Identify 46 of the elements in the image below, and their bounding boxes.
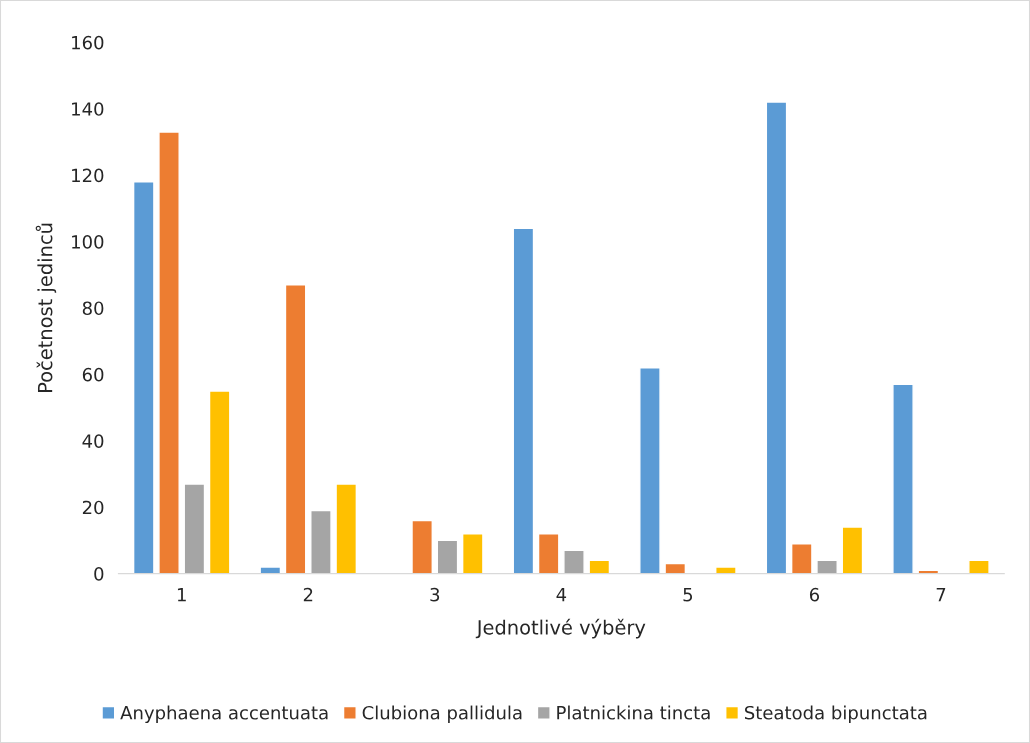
y-tick-label: 20 xyxy=(82,500,104,515)
bar xyxy=(968,559,990,574)
bar xyxy=(841,526,864,574)
bar xyxy=(132,181,155,574)
bar xyxy=(790,543,813,574)
bar xyxy=(588,559,611,574)
y-tick-label: 0 xyxy=(94,567,104,581)
bar xyxy=(158,131,180,574)
y-axis-title: Početnost jedinců xyxy=(35,223,57,392)
x-tick-label: 5 xyxy=(683,588,693,602)
bar xyxy=(639,367,661,574)
bar xyxy=(284,284,307,574)
x-tick-label: 7 xyxy=(936,588,946,602)
x-tick-label: 2 xyxy=(303,587,313,602)
bar xyxy=(765,101,788,574)
bar xyxy=(335,483,358,574)
y-tick-label: 120 xyxy=(72,168,104,183)
y-tick-label: 40 xyxy=(82,434,104,448)
bar xyxy=(461,533,484,574)
bar xyxy=(715,566,737,574)
bar xyxy=(512,227,535,574)
bar xyxy=(436,539,459,574)
bar xyxy=(892,383,914,574)
bar xyxy=(208,390,231,574)
legend-label: Platnickina tincta xyxy=(557,705,710,720)
x-tick-label: 1 xyxy=(177,588,186,602)
y-tick-label: 160 xyxy=(72,35,104,50)
bar xyxy=(411,519,433,574)
x-tick-label: 3 xyxy=(430,587,440,602)
x-tick-label: 6 xyxy=(809,587,820,602)
bar xyxy=(563,549,585,574)
y-tick-label: 140 xyxy=(72,102,104,116)
legend-label: Anyphaena accentuata xyxy=(120,705,328,724)
y-tick-label: 100 xyxy=(72,235,104,249)
legend-label: Steatoda bipunctata xyxy=(744,705,927,724)
bar xyxy=(310,509,332,574)
bar xyxy=(537,533,560,574)
bar xyxy=(259,566,282,574)
bar xyxy=(664,562,687,574)
legend-label: Clubiona pallidula xyxy=(362,705,522,724)
y-tick-label: 80 xyxy=(82,301,104,316)
x-axis-title: Jednotlivé výběry xyxy=(475,618,646,639)
y-tick-label: 60 xyxy=(82,367,104,382)
x-tick-label: 4 xyxy=(556,588,567,602)
bar xyxy=(816,559,838,574)
bar xyxy=(183,483,206,574)
